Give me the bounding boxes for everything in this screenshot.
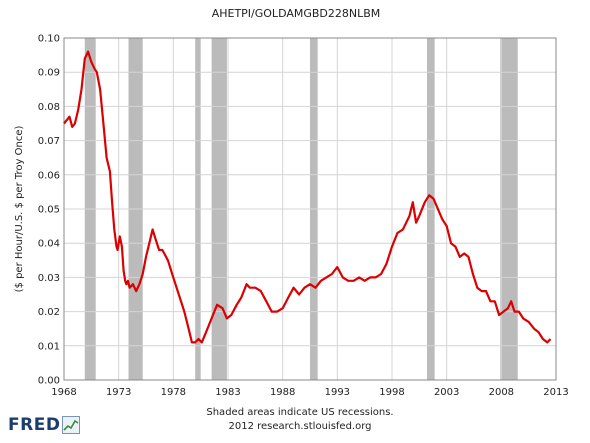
x-axis-ticks: 1968 1973 1978 1983 1988 1993 1998 2003 2008 2013 bbox=[51, 387, 568, 398]
y-tick-label: 0.05 bbox=[38, 205, 60, 216]
y-tick-label: 0.00 bbox=[38, 376, 60, 387]
fred-logo-text: FRED bbox=[8, 415, 61, 435]
x-tick-label: 2003 bbox=[434, 387, 459, 398]
chart-title: AHETPI/GOLDAMGBD228NLBM bbox=[212, 7, 381, 20]
y-tick-label: 0.08 bbox=[38, 102, 60, 113]
y-tick-label: 0.01 bbox=[38, 341, 60, 352]
y-tick-label: 0.10 bbox=[38, 34, 60, 45]
x-tick-label: 1983 bbox=[215, 387, 240, 398]
y-tick-label: 0.06 bbox=[38, 170, 60, 181]
y-tick-label: 0.03 bbox=[38, 273, 60, 284]
fred-logo[interactable]: FRED bbox=[8, 413, 81, 437]
x-tick-label: 1968 bbox=[51, 387, 76, 398]
x-tick-label: 1993 bbox=[325, 387, 350, 398]
fred-chart-icon bbox=[62, 416, 81, 434]
y-tick-label: 0.09 bbox=[38, 68, 60, 79]
x-tick-label: 2013 bbox=[543, 387, 568, 398]
x-tick-label: 2008 bbox=[489, 387, 514, 398]
recession-note: Shaded areas indicate US recessions. bbox=[206, 407, 393, 418]
x-tick-label: 1973 bbox=[106, 387, 131, 398]
y-axis-label: ($ per Hour/U.S. $ per Troy Once) bbox=[14, 126, 25, 293]
source-note: 2012 research.stlouisfed.org bbox=[228, 421, 371, 432]
x-tick-label: 1978 bbox=[161, 387, 186, 398]
y-tick-label: 0.04 bbox=[38, 239, 60, 250]
x-tick-label: 1988 bbox=[270, 387, 295, 398]
x-tick-label: 1998 bbox=[379, 387, 404, 398]
y-tick-label: 0.07 bbox=[38, 136, 60, 147]
y-axis-ticks: 0.00 0.01 0.02 0.03 0.04 0.05 0.06 0.07 0.08 0.09… bbox=[38, 34, 60, 387]
series-line bbox=[63, 50, 552, 344]
y-tick-label: 0.02 bbox=[38, 307, 60, 318]
plot-frame bbox=[63, 37, 557, 381]
